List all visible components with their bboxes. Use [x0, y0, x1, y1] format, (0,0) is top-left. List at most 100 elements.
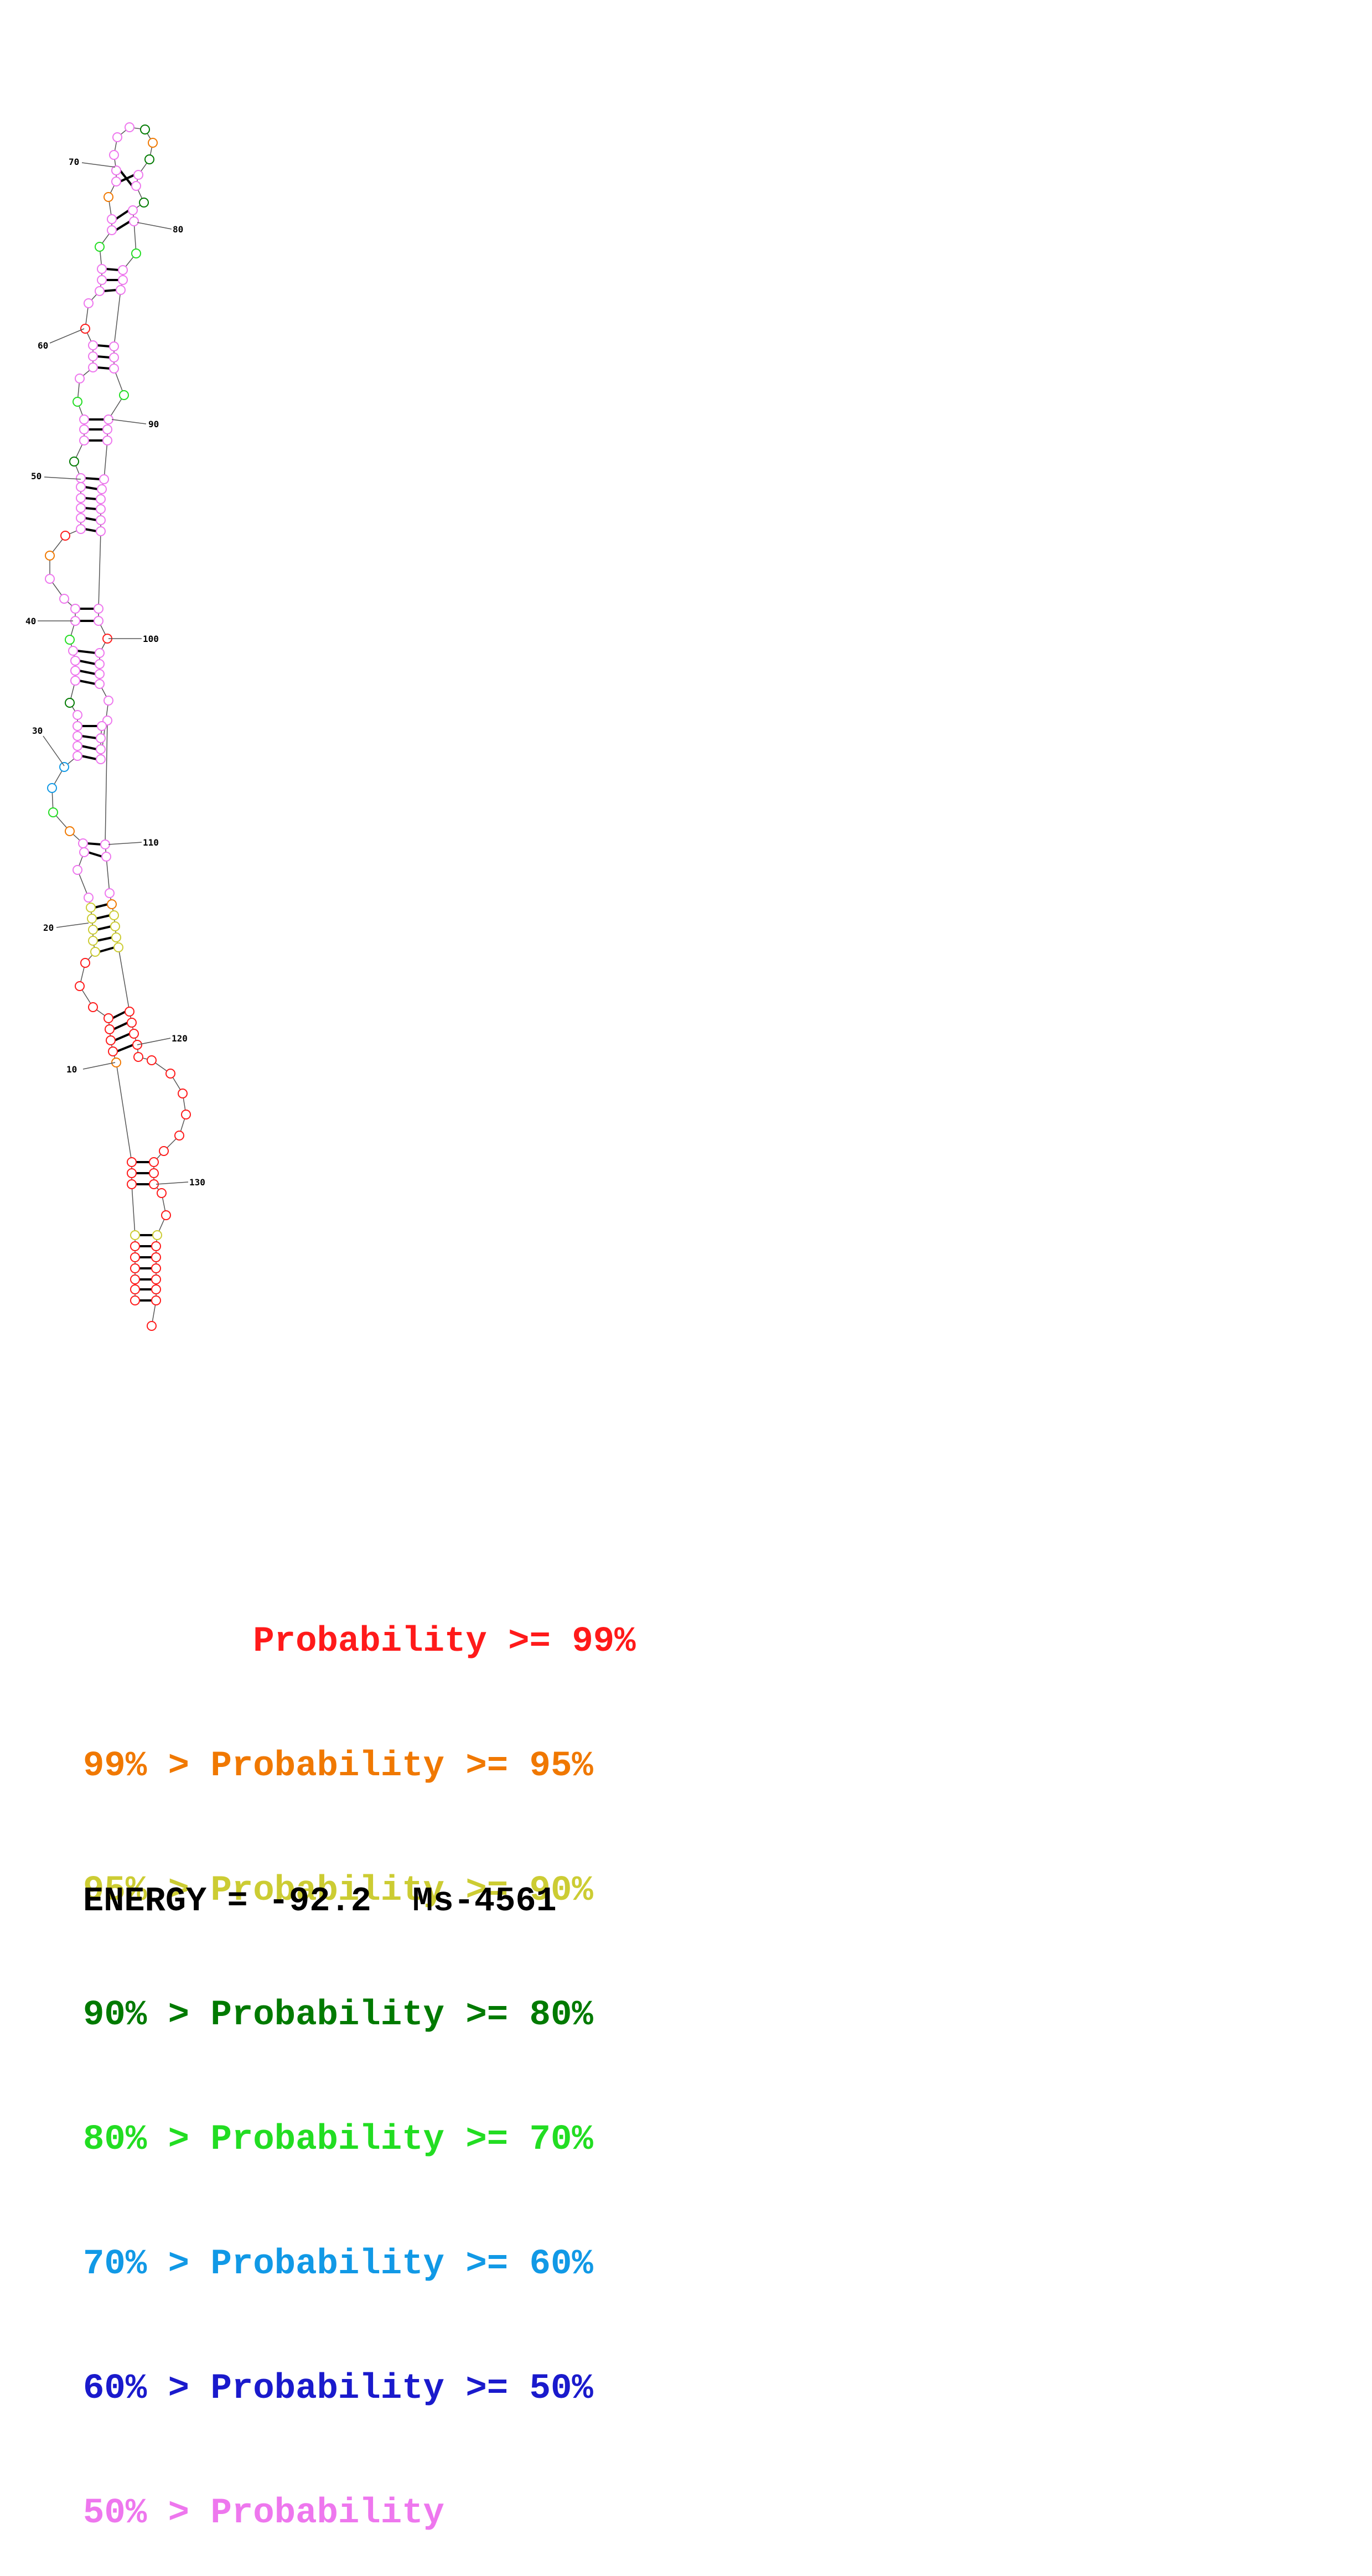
nucleotide-circle: [95, 286, 105, 296]
nucleotide-circle: [107, 225, 117, 235]
nucleotide-circle: [151, 1241, 161, 1251]
nucleotide-circle: [161, 1210, 171, 1220]
base-pair-bond: [84, 507, 97, 510]
nucleotide-circle: [151, 1263, 161, 1273]
nucleotide: [95, 242, 105, 252]
nucleotide: [101, 852, 111, 862]
nucleotide: [119, 390, 129, 400]
nucleotide-circle: [151, 1295, 161, 1305]
label-130-leader: [156, 1181, 189, 1185]
position-label-40: 40: [25, 616, 36, 626]
nucleotide: [79, 414, 89, 424]
nucleotide-circle: [105, 1024, 115, 1034]
nucleotide-circle: [78, 838, 88, 848]
nucleotide-circle: [79, 424, 89, 434]
nucleotide-circle: [96, 754, 106, 764]
nucleotide: [80, 958, 90, 968]
nucleotide: [95, 286, 105, 296]
nucleotide-circle: [118, 275, 128, 285]
nucleotide-circle: [88, 925, 98, 935]
nucleotide-circle: [111, 165, 121, 175]
nucleotide-circle: [130, 1252, 140, 1262]
nucleotide: [109, 150, 119, 160]
nucleotide-circle: [88, 362, 98, 372]
legend-line-p95: 99% > Probability >= 95%: [83, 1746, 593, 1786]
nucleotide-circle: [130, 1241, 140, 1251]
base-pair-bond: [115, 220, 131, 231]
nucleotide-circle: [102, 424, 112, 434]
nucleotide: [109, 910, 119, 920]
nucleotide: [76, 513, 86, 523]
nucleotide-circle: [73, 751, 82, 761]
nucleotide: [76, 493, 86, 503]
base-pair-bond: [84, 486, 99, 490]
nucleotide: [88, 362, 98, 372]
nucleotide-circle: [90, 947, 100, 957]
nucleotide-circle: [88, 340, 98, 350]
nucleotide: [174, 1131, 184, 1141]
base-pair-bonds: [76, 169, 153, 1302]
base-pair-bond: [84, 517, 97, 521]
nucleotide-circle: [88, 1002, 98, 1012]
nucleotide: [113, 942, 123, 952]
nucleotide: [45, 574, 55, 584]
base-pair-bond: [96, 925, 112, 931]
nucleotide-circle: [96, 526, 106, 536]
nucleotide: [96, 515, 106, 525]
nucleotide: [103, 696, 113, 706]
nucleotide: [97, 721, 107, 731]
nucleotide: [139, 198, 149, 208]
nucleotide: [130, 1274, 140, 1284]
nucleotide: [95, 659, 105, 669]
nucleotide: [99, 474, 109, 484]
nucleotide: [94, 604, 103, 614]
base-pair-bond: [105, 268, 120, 271]
nucleotide: [96, 494, 106, 504]
nucleotide: [84, 893, 94, 903]
nucleotide: [127, 1018, 137, 1028]
nucleotide: [111, 932, 121, 942]
nucleotide: [76, 524, 86, 534]
nucleotide-circle: [109, 341, 119, 351]
nucleotide: [97, 275, 107, 285]
base-pair-bond: [119, 169, 133, 187]
nucleotide-circle: [110, 921, 120, 931]
nucleotide-circle: [76, 493, 86, 503]
base-pair-bond: [95, 914, 111, 920]
nucleotide: [73, 710, 82, 720]
nucleotide: [103, 192, 113, 202]
nucleotide: [151, 1274, 161, 1284]
position-label-20: 20: [43, 922, 54, 933]
position-label-70: 70: [69, 157, 79, 167]
position-label-130: 130: [189, 1177, 205, 1188]
nucleotide-circle: [95, 669, 105, 679]
nucleotide-circle: [73, 731, 82, 741]
nucleotide: [68, 646, 78, 656]
nucleotide-circle: [75, 374, 85, 383]
nucleotide-circle: [65, 826, 75, 836]
nucleotide-circle: [109, 353, 119, 362]
nucleotide: [102, 424, 112, 434]
base-pair-bond: [84, 477, 101, 480]
nucleotides: [45, 122, 191, 1331]
nucleotide: [73, 741, 82, 751]
nucleotide: [75, 374, 85, 383]
nucleotide: [79, 424, 89, 434]
nucleotide: [90, 947, 100, 957]
label-60-leader: [49, 328, 85, 344]
base-pair-bond: [84, 528, 97, 532]
nucleotide-circle: [65, 635, 75, 645]
nucleotide-circle: [68, 646, 78, 656]
nucleotide-circle: [76, 473, 86, 483]
nucleotide-circle: [45, 574, 55, 584]
nucleotide-circle: [100, 839, 110, 849]
nucleotide: [161, 1210, 171, 1220]
nucleotide: [125, 122, 134, 132]
position-label-110: 110: [143, 837, 159, 848]
label-80-leader: [137, 222, 172, 230]
nucleotide-circle: [103, 414, 113, 424]
nucleotide-circle: [157, 1188, 167, 1198]
nucleotide: [96, 504, 106, 514]
nucleotide-circle: [73, 397, 82, 407]
nucleotide: [151, 1252, 161, 1262]
